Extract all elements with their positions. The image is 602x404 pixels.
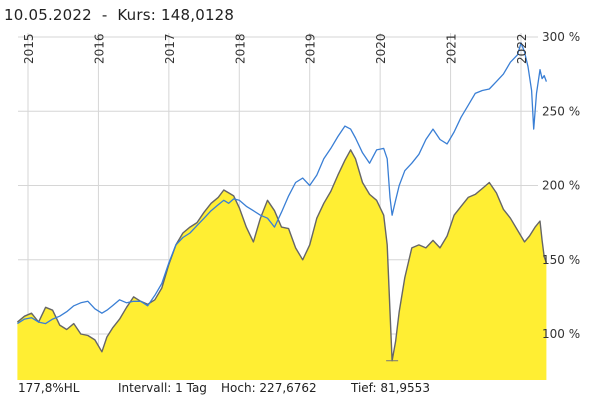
y-tick-label: 300 %: [542, 30, 580, 44]
x-tick-label: 2017: [163, 33, 177, 64]
area-series-fill: [17, 149, 547, 380]
chart-footer: 177,8%HL Intervall: 1 Tag Hoch: 227,6762…: [18, 381, 598, 399]
x-axis-ticks: 2015 2016 2017 2018 2019 2020 2021 2022: [22, 33, 529, 64]
header-separator: -: [101, 6, 108, 24]
footer-high: Hoch: 227,6762: [221, 381, 317, 395]
line-series-layer: [17, 42, 548, 325]
x-tick-label: 2020: [374, 33, 388, 64]
x-tick-label: 2021: [445, 33, 459, 64]
area-series-line: [16, 149, 548, 362]
x-tick-label: 2016: [92, 33, 106, 64]
chart-header: 10.05.2022 - Kurs: 148,0128: [4, 6, 234, 24]
compare-series-line: [17, 42, 548, 325]
header-price-label: Kurs:: [117, 6, 157, 24]
y-tick-label: 100 %: [542, 327, 580, 341]
y-tick-label: 150 %: [542, 253, 580, 267]
footer-interval: Intervall: 1 Tag: [118, 381, 207, 395]
y-axis-ticks: 100 % 150 % 200 % 250 % 300 %: [542, 30, 580, 341]
x-tick-label: 2018: [233, 33, 247, 64]
y-tick-label: 200 %: [542, 179, 580, 193]
header-date: 10.05.2022: [4, 6, 92, 24]
y-tick-label: 250 %: [542, 104, 580, 118]
footer-hl: 177,8%HL: [18, 381, 80, 395]
header-price-value: 148,0128: [161, 6, 235, 24]
footer-low: Tief: 81,9553: [351, 381, 430, 395]
x-tick-label: 2015: [22, 33, 36, 64]
x-tick-label: 2019: [304, 33, 318, 64]
x-tick-label: 2022: [515, 33, 529, 64]
area-series-layer: [16, 149, 548, 380]
